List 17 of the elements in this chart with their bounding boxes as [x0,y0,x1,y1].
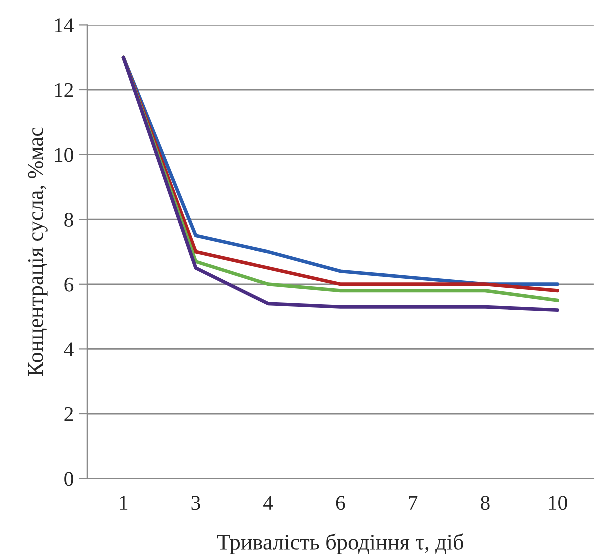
y-tick-label: 12 [55,83,74,98]
y-axis-title: Концентрація сусла, %мас [28,128,48,376]
x-tick-label: 3 [192,496,200,510]
y-tick-label: 4 [64,342,74,356]
x-tick-label: 8 [481,496,490,510]
x-tick-label: 4 [264,496,274,510]
y-tick-label: 8 [64,212,74,228]
x-tick-label: 6 [336,496,346,510]
y-tick-label: 10 [55,148,74,162]
x-axis-title: Тривалість бродіння τ, діб [217,534,464,554]
y-tick-label: 2 [64,407,74,422]
x-tick-label: 1 [120,496,128,510]
y-tick-label: 14 [55,18,74,32]
y-tick-label: 6 [64,278,74,292]
y-tick-label: 0 [64,472,74,486]
x-tick-label: 7 [409,496,418,510]
x-tick-label: 10 [549,496,568,510]
